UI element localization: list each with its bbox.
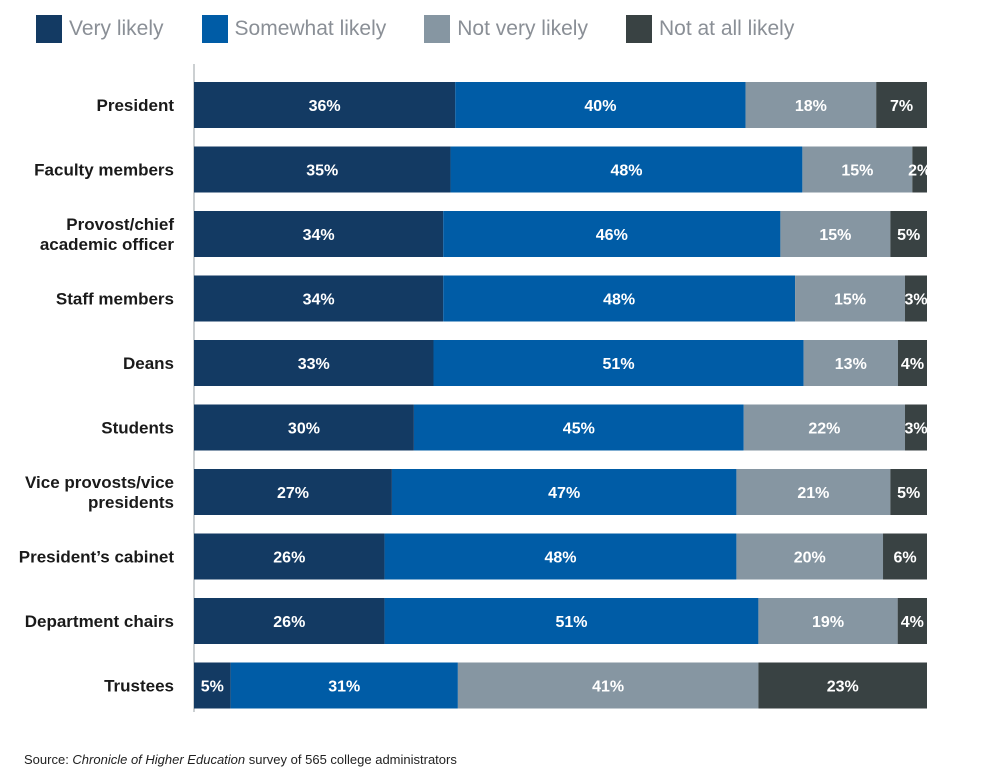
stacked-bar-chart: 36% 40% 18% 7% President 35% 48% 15% 2% Faculty m… <box>0 60 984 730</box>
legend-swatch <box>202 15 228 43</box>
data-label: 21% <box>797 485 829 502</box>
data-label: 26% <box>273 550 305 567</box>
data-label: 3% <box>904 421 927 438</box>
category-label: Deans <box>123 354 174 373</box>
data-label: 36% <box>309 98 341 115</box>
data-label: 31% <box>328 679 360 696</box>
category-label: Vice provosts/vice presidents <box>25 473 174 512</box>
data-label: 22% <box>808 421 840 438</box>
legend-swatch <box>626 15 652 43</box>
data-label: 19% <box>812 614 844 631</box>
data-label: 2% <box>908 163 931 180</box>
data-label: 4% <box>901 614 924 631</box>
data-label: 6% <box>893 550 916 567</box>
data-label: 40% <box>584 98 616 115</box>
data-label: 7% <box>890 98 913 115</box>
legend-label: Somewhat likely <box>235 17 387 41</box>
data-label: 5% <box>897 227 920 244</box>
data-label: 35% <box>306 163 338 180</box>
legend-swatch <box>424 15 450 43</box>
category-label: Faculty members <box>34 161 174 180</box>
legend-item-very-likely: Very likely <box>36 15 164 43</box>
category-label: Staff members <box>56 290 174 309</box>
data-label: 18% <box>795 98 827 115</box>
source-publication: Chronicle of Higher Education <box>72 752 245 767</box>
legend-label: Not very likely <box>457 17 588 41</box>
source-prefix: Source: <box>24 752 72 767</box>
data-label: 5% <box>897 485 920 502</box>
data-label: 51% <box>603 356 635 373</box>
data-label: 15% <box>841 163 873 180</box>
data-label: 48% <box>544 550 576 567</box>
category-label: President’s cabinet <box>19 548 175 567</box>
source-note: Source: Chronicle of Higher Education su… <box>24 752 457 767</box>
category-label: Students <box>101 419 174 438</box>
data-label: 15% <box>819 227 851 244</box>
chart-legend: Very likely Somewhat likely Not very likel… <box>36 12 832 46</box>
data-label: 5% <box>201 679 224 696</box>
legend-item-somewhat-likely: Somewhat likely <box>202 15 387 43</box>
data-label: 46% <box>596 227 628 244</box>
category-label: President <box>97 96 175 115</box>
data-label: 4% <box>901 356 924 373</box>
category-label: Trustees <box>104 677 174 696</box>
data-label: 41% <box>592 679 624 696</box>
data-label: 48% <box>610 163 642 180</box>
data-label: 23% <box>827 679 859 696</box>
legend-label: Not at all likely <box>659 17 794 41</box>
data-label: 13% <box>835 356 867 373</box>
source-suffix: survey of 565 college administrators <box>245 752 457 767</box>
data-label: 34% <box>303 292 335 309</box>
category-label: Provost/chief academic officer <box>40 215 175 254</box>
legend-item-not-very-likely: Not very likely <box>424 15 588 43</box>
data-label: 48% <box>603 292 635 309</box>
legend-swatch <box>36 15 62 43</box>
data-label: 20% <box>794 550 826 567</box>
legend-item-not-at-all-likely: Not at all likely <box>626 15 794 43</box>
data-label: 34% <box>303 227 335 244</box>
data-label: 51% <box>555 614 587 631</box>
data-label: 27% <box>277 485 309 502</box>
data-label: 3% <box>904 292 927 309</box>
data-label: 30% <box>288 421 320 438</box>
category-label: Department chairs <box>25 612 174 631</box>
data-label: 26% <box>273 614 305 631</box>
data-label: 47% <box>548 485 580 502</box>
data-label: 33% <box>298 356 330 373</box>
data-label: 45% <box>563 421 595 438</box>
legend-label: Very likely <box>69 17 164 41</box>
data-label: 15% <box>834 292 866 309</box>
